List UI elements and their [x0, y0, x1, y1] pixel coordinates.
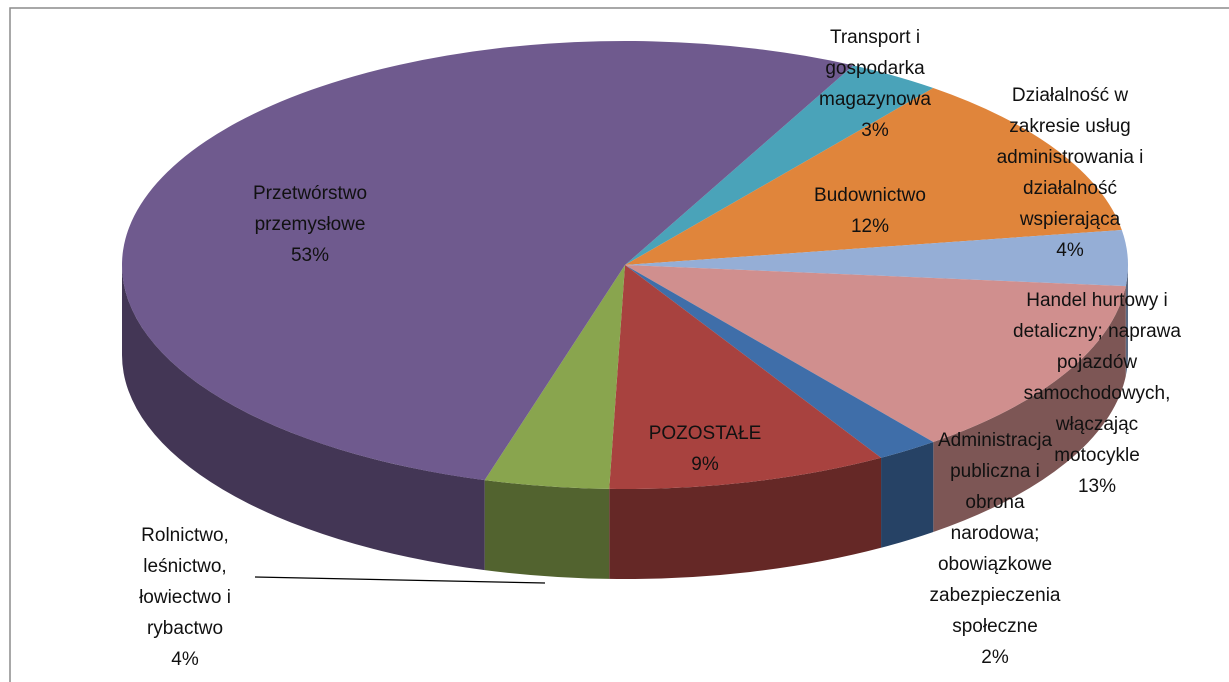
pie-slice: [625, 265, 1126, 442]
value-label: 9%: [691, 454, 719, 475]
value-label: 4%: [171, 649, 199, 670]
pie-slice: [625, 65, 934, 265]
pie-slice: [625, 229, 1128, 287]
pie-side: [1125, 265, 1128, 377]
value-label: 13%: [1077, 476, 1117, 497]
pie-side: [881, 441, 934, 548]
slice-label: Budownictwo 12%: [790, 180, 950, 242]
category-name: Transport i gospodarka magazynowa: [819, 27, 931, 110]
value-label: 12%: [850, 216, 890, 237]
pie-tops: [122, 41, 1128, 489]
category-name: Rolnictwo, leśnictwo, łowiectwo i rybact…: [139, 525, 231, 639]
pie-slice: [122, 41, 854, 481]
slice-label: Rolnictwo, leśnictwo, łowiectwo i rybact…: [125, 520, 245, 675]
slice-label: Działalność w zakresie usług administrow…: [981, 80, 1159, 266]
slice-label: Administracja publiczna i obrona narodow…: [920, 425, 1070, 673]
pie-side: [933, 286, 1126, 532]
chart-frame: [9, 7, 1229, 682]
pie-side: [609, 457, 882, 579]
value-label: 4%: [1056, 240, 1084, 261]
pie-slice: [484, 265, 625, 489]
slice-label: POZOSTAŁE 9%: [625, 418, 785, 480]
slice-label: Handel hurtowy i detaliczny; naprawa poj…: [1011, 285, 1183, 502]
pie-sides: [121, 265, 1128, 579]
value-label: 3%: [861, 120, 889, 141]
pie-side: [121, 265, 485, 571]
category-name: Przetwórstwo przemysłowe: [252, 183, 368, 235]
category-name: Budownictwo: [814, 185, 926, 206]
pie-side: [484, 480, 610, 579]
pie-slice: [625, 88, 1122, 265]
value-label: 2%: [981, 647, 1009, 668]
slice-label: Transport i gospodarka magazynowa 3%: [790, 22, 960, 146]
category-name: Handel hurtowy i detaliczny; naprawa poj…: [1013, 290, 1181, 466]
category-name: Administracja publiczna i obrona narodow…: [929, 430, 1061, 637]
category-name: POZOSTAŁE: [648, 423, 762, 444]
pie-slice: [625, 265, 934, 458]
slice-label: Przetwórstwo przemysłowe 53%: [230, 178, 390, 271]
category-name: Działalność w zakresie usług administrow…: [996, 85, 1144, 230]
pie-slice: [609, 265, 882, 489]
leader-line: [254, 576, 546, 584]
value-label: 53%: [290, 245, 330, 266]
